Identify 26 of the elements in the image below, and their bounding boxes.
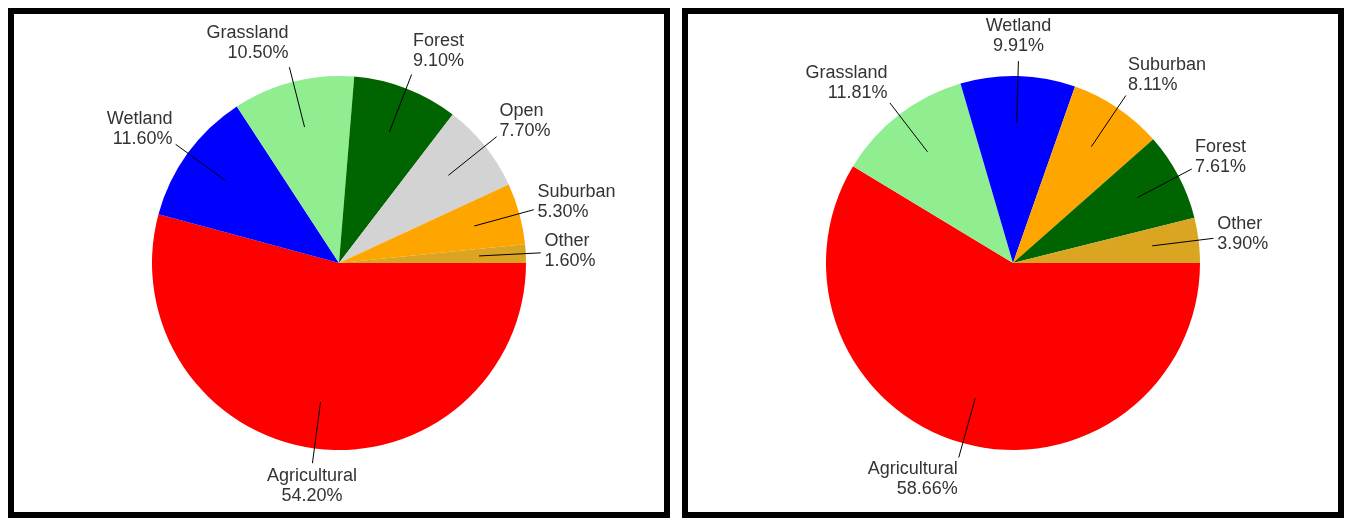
data-label: 10.50% <box>227 42 289 63</box>
slice-label: Open <box>499 99 544 120</box>
slice-label: Wetland <box>985 15 1052 36</box>
data-label: 9.10% <box>412 50 464 71</box>
slice-label: Grassland <box>206 22 289 43</box>
data-label: 11.81% <box>827 82 888 103</box>
data-label: 54.20% <box>281 484 343 505</box>
slice-label: Other <box>1217 213 1263 234</box>
slice-label: Wetland <box>106 108 173 129</box>
slice-label: Grassland <box>805 62 888 83</box>
data-label: 1.60% <box>544 249 596 270</box>
slice-label: Forest <box>1195 135 1247 156</box>
data-label: 5.30% <box>537 201 589 222</box>
data-label: 7.61% <box>1195 155 1247 176</box>
slice-label: Agricultural <box>266 464 357 485</box>
slice-label: Forest <box>412 30 464 51</box>
slice-label: Suburban <box>537 181 616 202</box>
data-label: 7.70% <box>499 119 551 140</box>
slice-label: Agricultural <box>867 458 958 479</box>
data-label: 3.90% <box>1217 233 1269 254</box>
slice-label: Other <box>544 229 590 250</box>
data-label: 58.66% <box>896 478 958 499</box>
data-label: 8.11% <box>1127 73 1178 94</box>
data-label: 11.60% <box>112 128 173 149</box>
data-label: 9.91% <box>992 35 1045 56</box>
slice-label: Suburban <box>1127 53 1206 74</box>
